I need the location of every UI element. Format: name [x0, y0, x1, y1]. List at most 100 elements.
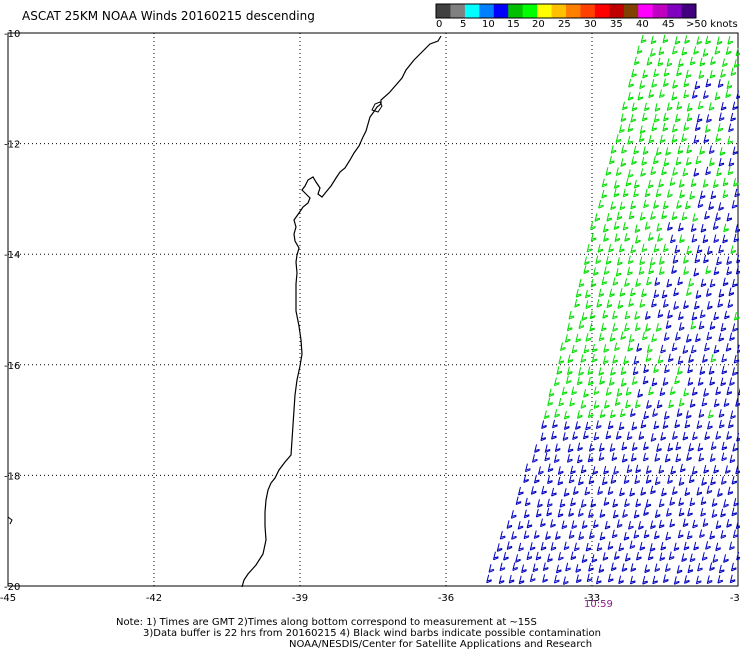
wind-barb — [725, 89, 731, 98]
wind-barb — [689, 56, 696, 66]
wind-barb — [607, 541, 614, 550]
wind-barb — [673, 301, 679, 310]
wind-barb — [622, 101, 628, 111]
wind-barb — [641, 331, 648, 341]
wind-barb — [518, 575, 525, 585]
wind-barb — [650, 211, 656, 220]
wind-barb — [717, 299, 723, 308]
wind-barb — [679, 234, 685, 244]
wind-barb — [673, 542, 680, 552]
scale-swatch — [580, 4, 596, 18]
wind-barb — [718, 409, 725, 418]
wind-barb — [584, 486, 591, 496]
wind-barb — [631, 376, 638, 386]
wind-barb — [709, 69, 716, 79]
wind-barb — [578, 367, 584, 376]
wind-barb — [684, 487, 691, 497]
wind-barb — [659, 387, 666, 397]
wind-barb — [582, 430, 589, 440]
wind-barb — [626, 431, 633, 441]
wind-barb — [566, 322, 573, 332]
wind-barb — [622, 509, 628, 518]
wind-barb — [653, 68, 659, 78]
wind-barb — [627, 169, 634, 178]
wind-barb — [708, 409, 714, 419]
wind-barb — [687, 564, 694, 574]
wind-barb — [606, 212, 613, 222]
wind-barb — [698, 321, 705, 330]
wind-barb — [640, 168, 646, 177]
wind-barb — [553, 454, 560, 464]
wind-barb — [635, 464, 641, 474]
wind-barb — [726, 256, 732, 265]
wind-barb — [718, 564, 725, 574]
scale-label: 20 — [532, 19, 545, 30]
wind-barb — [577, 442, 583, 452]
wind-barb — [676, 408, 683, 417]
wind-barb — [612, 354, 618, 364]
wind-barb — [591, 343, 598, 353]
wind-barb — [486, 574, 492, 584]
wind-barb — [656, 443, 662, 453]
wind-barb — [678, 477, 685, 486]
wind-barb — [732, 323, 738, 332]
wind-barb — [583, 265, 590, 274]
coastline — [241, 35, 442, 588]
wind-barb — [696, 36, 702, 45]
wind-barb — [565, 375, 572, 385]
wind-barb — [602, 355, 609, 365]
wind-barb — [676, 565, 683, 574]
wind-barb — [722, 189, 729, 199]
wind-barb — [587, 377, 594, 386]
wind-barb — [696, 420, 703, 430]
wind-barb — [613, 188, 620, 198]
wind-barb — [728, 287, 735, 297]
wind-barb — [691, 234, 698, 243]
wind-barb — [711, 509, 718, 518]
scale-swatch — [522, 4, 538, 18]
scale-swatch — [551, 4, 567, 18]
wind-barb — [596, 542, 603, 552]
wind-barb — [642, 69, 648, 79]
wind-barb — [571, 520, 578, 530]
wind-barb — [635, 551, 642, 561]
wind-barb — [713, 398, 720, 408]
wind-barb — [670, 466, 676, 475]
wind-barb — [580, 464, 587, 474]
wind-barb — [515, 554, 521, 563]
wind-barb — [662, 200, 669, 210]
wind-barb — [612, 509, 619, 519]
wind-barb — [719, 147, 726, 156]
wind-barb — [655, 323, 662, 332]
wind-barb — [693, 301, 700, 310]
wind-barb — [656, 399, 663, 409]
wind-barb — [631, 68, 637, 78]
wind-barb — [702, 48, 709, 57]
scale-label: 40 — [636, 19, 649, 30]
wind-barb — [589, 322, 595, 332]
wind-barb — [626, 464, 633, 474]
wind-barb — [574, 421, 581, 430]
wind-barb — [605, 256, 612, 265]
wind-barb — [665, 320, 672, 329]
wind-barb — [681, 553, 687, 562]
wind-barb — [588, 563, 594, 572]
wind-barb — [615, 268, 622, 277]
wind-barb — [568, 474, 575, 484]
wind-barb — [681, 133, 687, 143]
wind-barb — [729, 377, 735, 386]
wind-barb — [705, 78, 712, 88]
wind-barb — [712, 221, 719, 231]
wind-barb — [623, 475, 630, 484]
wind-barb — [663, 68, 670, 77]
wind-barb — [535, 508, 542, 518]
wind-barb — [701, 477, 707, 486]
wind-barb — [732, 101, 738, 111]
wind-barb — [616, 388, 623, 397]
wind-barb — [663, 157, 670, 167]
wind-barb — [692, 519, 698, 529]
wind-barb — [723, 554, 729, 563]
wind-barb — [592, 519, 599, 529]
wind-barb — [524, 497, 531, 507]
